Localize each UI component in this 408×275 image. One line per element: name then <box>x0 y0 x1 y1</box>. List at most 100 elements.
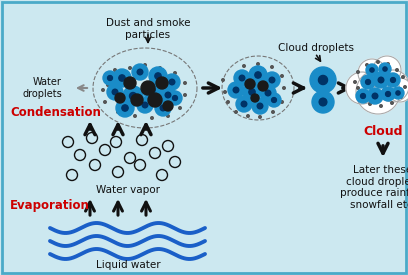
Circle shape <box>388 78 408 102</box>
Text: Condensation: Condensation <box>10 106 101 119</box>
Circle shape <box>122 105 128 111</box>
Circle shape <box>354 81 356 83</box>
Circle shape <box>241 101 247 107</box>
Circle shape <box>169 79 175 85</box>
Circle shape <box>164 74 180 90</box>
Circle shape <box>108 76 113 81</box>
Circle shape <box>249 66 267 84</box>
Circle shape <box>361 99 363 101</box>
Circle shape <box>383 67 387 71</box>
Circle shape <box>149 87 155 93</box>
Circle shape <box>377 70 408 102</box>
Circle shape <box>379 63 391 75</box>
Circle shape <box>366 79 370 84</box>
Circle shape <box>249 89 255 95</box>
Circle shape <box>356 70 400 114</box>
Circle shape <box>396 69 398 71</box>
Circle shape <box>131 94 143 106</box>
Circle shape <box>117 111 119 113</box>
Text: Dust and smoke
particles: Dust and smoke particles <box>106 18 190 40</box>
Circle shape <box>390 78 395 82</box>
Circle shape <box>116 99 134 117</box>
Circle shape <box>224 91 226 93</box>
Circle shape <box>283 87 285 89</box>
Circle shape <box>370 68 374 72</box>
Circle shape <box>163 101 173 111</box>
Circle shape <box>319 98 327 106</box>
Circle shape <box>112 89 118 95</box>
Circle shape <box>378 77 384 83</box>
Circle shape <box>258 81 268 91</box>
Circle shape <box>264 72 280 88</box>
Circle shape <box>272 111 274 113</box>
Circle shape <box>386 73 400 87</box>
Circle shape <box>402 76 404 78</box>
Circle shape <box>132 64 148 80</box>
Circle shape <box>129 67 131 69</box>
Circle shape <box>222 79 224 81</box>
Circle shape <box>269 77 275 83</box>
FancyBboxPatch shape <box>2 2 406 273</box>
Circle shape <box>119 75 125 81</box>
Circle shape <box>259 116 261 118</box>
Circle shape <box>361 75 375 89</box>
Circle shape <box>247 115 249 117</box>
Circle shape <box>123 86 143 106</box>
Circle shape <box>168 91 182 105</box>
Circle shape <box>260 85 276 101</box>
Circle shape <box>142 102 148 108</box>
Circle shape <box>281 101 283 103</box>
Circle shape <box>380 105 382 107</box>
Circle shape <box>271 66 273 68</box>
Circle shape <box>267 93 281 107</box>
Circle shape <box>173 95 177 100</box>
Circle shape <box>102 89 104 91</box>
Circle shape <box>257 63 259 65</box>
Circle shape <box>367 88 383 104</box>
Circle shape <box>107 84 123 100</box>
Circle shape <box>160 87 176 103</box>
Circle shape <box>357 87 359 89</box>
Circle shape <box>257 103 263 109</box>
Text: Water
droplets: Water droplets <box>22 77 62 99</box>
Text: Later these
cloud droplets
produce rainfall,
snowfall etc.: Later these cloud droplets produce rainf… <box>340 165 408 210</box>
Circle shape <box>184 82 186 84</box>
Circle shape <box>174 72 176 74</box>
Circle shape <box>361 94 366 98</box>
Circle shape <box>391 102 393 104</box>
Circle shape <box>141 81 155 95</box>
Circle shape <box>392 87 404 99</box>
Circle shape <box>148 93 162 107</box>
Circle shape <box>233 87 239 93</box>
Text: Water vapor: Water vapor <box>96 185 160 195</box>
Circle shape <box>107 84 109 86</box>
Circle shape <box>373 56 401 84</box>
Circle shape <box>386 92 390 97</box>
Circle shape <box>356 89 370 103</box>
Circle shape <box>281 75 283 77</box>
Circle shape <box>373 72 389 88</box>
Circle shape <box>149 67 167 85</box>
Circle shape <box>245 79 255 89</box>
Circle shape <box>124 77 136 89</box>
Text: Cloud: Cloud <box>363 125 403 138</box>
Circle shape <box>346 72 378 104</box>
Text: Liquid water: Liquid water <box>96 260 160 270</box>
Circle shape <box>400 96 402 98</box>
Circle shape <box>366 64 368 66</box>
Circle shape <box>137 69 143 75</box>
Circle shape <box>103 71 117 85</box>
Text: Cloud droplets: Cloud droplets <box>278 43 354 53</box>
Circle shape <box>179 107 181 109</box>
Circle shape <box>251 94 259 102</box>
Circle shape <box>165 92 171 98</box>
Circle shape <box>115 93 125 103</box>
Circle shape <box>234 70 250 86</box>
Circle shape <box>137 97 153 113</box>
Circle shape <box>312 91 334 113</box>
Circle shape <box>243 65 245 67</box>
Circle shape <box>155 73 161 79</box>
Circle shape <box>159 67 161 69</box>
Circle shape <box>156 77 168 89</box>
Circle shape <box>228 82 244 98</box>
